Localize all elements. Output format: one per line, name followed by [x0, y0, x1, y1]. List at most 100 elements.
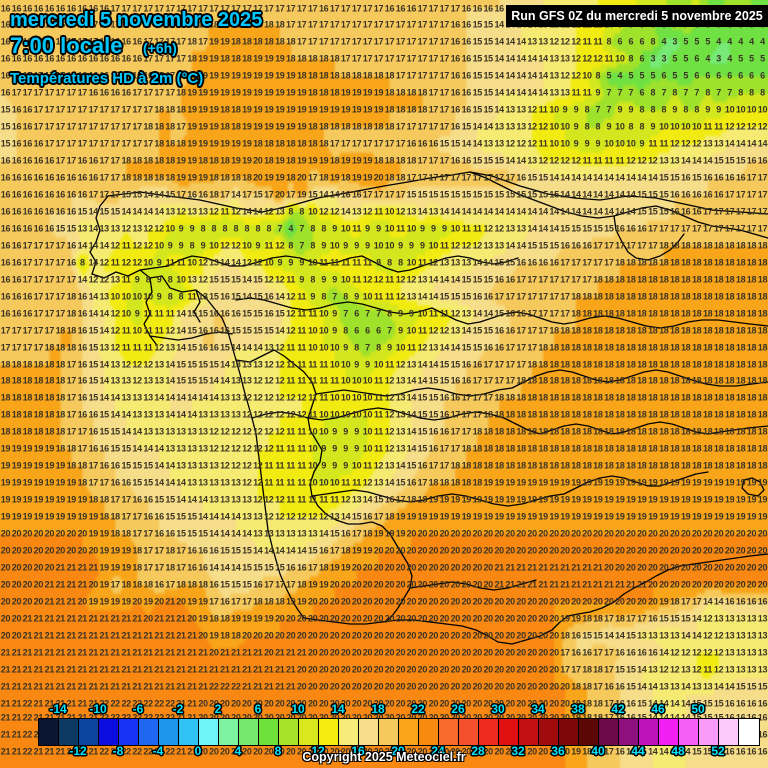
grid-temperature-value: 16 — [34, 54, 44, 64]
grid-temperature-value: 15 — [374, 495, 384, 505]
grid-temperature-value: 18 — [626, 410, 636, 420]
grid-temperature-value: 16 — [132, 495, 142, 505]
grid-temperature-value: 17 — [132, 20, 142, 30]
grid-temperature-value: 14 — [692, 614, 702, 623]
grid-temperature-value: 12 — [264, 393, 274, 403]
grid-temperature-value: 16 — [385, 495, 395, 505]
grid-temperature-value: 9 — [343, 343, 348, 352]
grid-temperature-value: 18 — [725, 376, 735, 386]
grid-temperature-value: 16 — [758, 747, 768, 757]
scale-label-bottom: 0 — [195, 744, 202, 758]
temperature-map[interactable]: 16 16 16 16 16 16 16 16 16 16 17 17 17 17 17 17 17 17 17 17… — [0, 0, 768, 712]
grid-temperature-value: 16 — [363, 512, 373, 522]
grid-temperature-value: 18 — [703, 461, 713, 471]
grid-temperature-value: 20 — [462, 614, 472, 623]
grid-temperature-value: 16 — [220, 309, 230, 318]
grid-temperature-value: 13 — [352, 207, 362, 216]
grid-temperature-value: 19 — [253, 88, 263, 98]
grid-temperature-value: 19 — [99, 546, 109, 556]
grid-temperature-value: 18 — [659, 461, 669, 471]
grid-temperature-value: 17 — [352, 54, 362, 64]
grid-temperature-value: 16 — [1, 4, 11, 13]
grid-temperature-value: 15 — [736, 682, 746, 691]
grid-temperature-value: 17 — [747, 224, 757, 233]
grid-temperature-value: 18 — [582, 747, 592, 757]
grid-temperature-value: 9 — [332, 326, 337, 335]
grid-temperature-value: 16 — [648, 614, 658, 623]
grid-temperature-value: 15 — [527, 190, 537, 200]
grid-temperature-value: 13 — [527, 156, 537, 166]
grid-temperature-value: 18 — [604, 461, 614, 471]
grid-temperature-value: 20 — [527, 546, 537, 556]
grid-temperature-value: 22 — [143, 713, 153, 723]
grid-temperature-value: 14 — [418, 207, 428, 216]
grid-temperature-value: 16 — [1, 275, 11, 284]
grid-temperature-value: 9 — [179, 224, 184, 233]
grid-temperature-value: 20 — [396, 682, 406, 691]
grid-temperature-value: 11 — [319, 495, 328, 505]
grid-temperature-value: 22 — [154, 699, 164, 708]
grid-temperature-value: 9 — [299, 275, 304, 284]
grid-temperature-value: 14 — [275, 326, 285, 335]
grid-temperature-value: 18 — [319, 54, 329, 64]
grid-temperature-value: 8 — [694, 105, 699, 115]
grid-temperature-value: 17 — [132, 4, 142, 13]
grid-temperature-value: 10 — [341, 360, 351, 369]
grid-temperature-value: 21 — [89, 665, 99, 674]
grid-temperature-value: 20 — [451, 580, 461, 589]
grid-temperature-value: 13 — [231, 495, 241, 505]
grid-temperature-value: 14 — [516, 156, 526, 166]
color-scale-strip[interactable] — [38, 718, 760, 746]
grid-temperature-value: 18 — [582, 699, 592, 708]
grid-temperature-value: 18 — [319, 71, 329, 81]
grid-temperature-value: 18 — [714, 241, 724, 250]
grid-temperature-value: 16 — [440, 393, 450, 403]
scale-label-bottom: 36 — [551, 744, 564, 758]
grid-temperature-value: 17 — [78, 88, 88, 98]
grid-temperature-value: 11 — [330, 495, 339, 505]
grid-temperature-value: 20 — [516, 597, 526, 606]
grid-temperature-value: 20 — [330, 713, 340, 723]
grid-temperature-value: 14 — [670, 713, 680, 723]
grid-temperature-value: 20 — [451, 563, 461, 572]
grid-temperature-value: 10 — [560, 122, 570, 132]
grid-temperature-value: 17 — [143, 546, 153, 556]
grid-temperature-value: 22 — [165, 747, 175, 757]
grid-temperature-value: 14 — [89, 292, 99, 301]
scale-label-top: -14 — [49, 702, 66, 716]
grid-temperature-value: 16 — [12, 139, 22, 149]
grid-temperature-value: 19 — [659, 495, 669, 505]
grid-temperature-value: 20 — [462, 580, 472, 589]
grid-temperature-value: 12 — [363, 207, 373, 216]
grid-temperature-value: 20 — [615, 529, 625, 539]
grid-temperature-value: 19 — [187, 105, 197, 115]
grid-temperature-value: 19 — [209, 105, 219, 115]
grid-temperature-value: 17 — [143, 563, 153, 572]
grid-temperature-value: 15 — [253, 563, 263, 572]
grid-temperature-value: 19 — [396, 512, 406, 522]
grid-temperature-value: 12 — [253, 461, 263, 471]
scale-label-bottom: 32 — [511, 744, 524, 758]
grid-temperature-value: 17 — [45, 241, 55, 250]
grid-temperature-value: 11 — [352, 258, 361, 267]
grid-temperature-value: 18 — [330, 88, 340, 98]
grid-temperature-value: 17 — [418, 20, 428, 30]
grid-temperature-value: 20 — [473, 665, 483, 674]
grid-temperature-value: 19 — [758, 512, 768, 522]
grid-temperature-value: 16 — [67, 207, 77, 216]
grid-temperature-value: 20 — [220, 713, 230, 723]
grid-temperature-value: 17 — [747, 207, 757, 216]
grid-temperature-value: 15 — [462, 343, 472, 352]
grid-temperature-value: 19 — [363, 546, 373, 556]
grid-temperature-value: 16 — [473, 4, 483, 13]
scale-label-bottom: 52 — [711, 744, 724, 758]
grid-temperature-value: 13 — [110, 360, 120, 369]
grid-temperature-value: 13 — [275, 207, 285, 216]
grid-temperature-value: 20 — [78, 597, 88, 606]
grid-temperature-value: 17 — [725, 207, 735, 216]
grid-temperature-value: 15 — [473, 190, 483, 200]
grid-temperature-value: 18 — [308, 71, 318, 81]
grid-temperature-value: 20 — [429, 648, 439, 657]
grid-temperature-value: 21 — [89, 713, 99, 723]
grid-temperature-value: 18 — [615, 393, 625, 403]
